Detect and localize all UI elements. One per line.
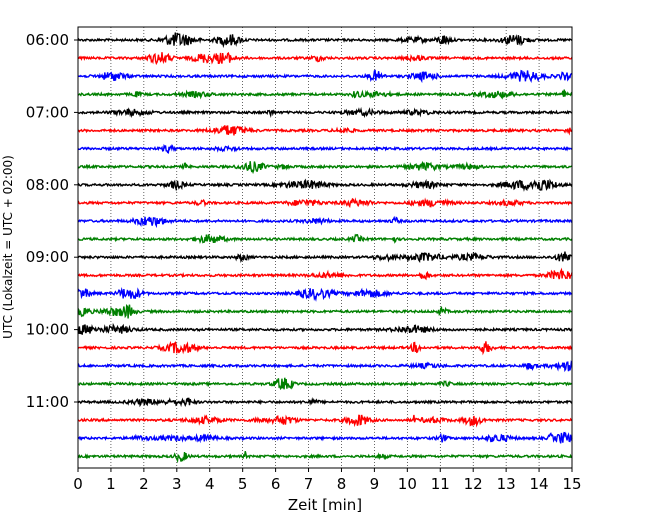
x-tick-label: 7	[304, 475, 314, 493]
x-tick-label: 4	[205, 475, 215, 493]
seismogram-trace	[77, 431, 573, 444]
x-tick-label: 10	[398, 475, 417, 493]
seismogram-trace	[77, 233, 573, 244]
seismogram-trace	[77, 160, 573, 175]
seismogram-trace	[77, 143, 573, 154]
seismogram-trace	[77, 69, 573, 84]
y-tick-label: 08:00	[26, 176, 69, 194]
y-axis-label: UTC (Lokalzeit = UTC + 02:00)	[1, 155, 15, 339]
seismogram-trace	[77, 360, 573, 373]
seismogram-trace	[77, 414, 573, 428]
x-tick-label: 11	[431, 475, 450, 493]
seismogram-trace	[77, 322, 573, 336]
x-tick-label: 2	[139, 475, 149, 493]
x-tick-label: 12	[464, 475, 483, 493]
x-tick-label: 6	[271, 475, 281, 493]
x-tick-label: 0	[73, 475, 83, 493]
y-tick-label: 07:00	[26, 103, 69, 121]
y-tick-label: 06:00	[26, 31, 69, 49]
seismogram-trace	[77, 125, 573, 136]
y-tick-label: 09:00	[26, 248, 69, 266]
seismogram-trace	[77, 251, 573, 264]
seismogram-trace	[77, 451, 573, 464]
x-axis-label: Zeit [min]	[288, 496, 362, 514]
seismogram-trace	[77, 303, 573, 319]
seismogram-trace	[77, 215, 573, 229]
seismogram-trace	[77, 89, 573, 100]
x-tick-label: 15	[562, 475, 581, 493]
traces	[77, 32, 573, 464]
x-tick-label: 3	[172, 475, 182, 493]
seismogram-trace	[77, 340, 573, 356]
seismogram-trace	[77, 106, 573, 119]
x-tick-label: 13	[497, 475, 516, 493]
plot-area	[78, 27, 572, 468]
seismogram-trace	[77, 286, 573, 302]
x-tick-label: 9	[370, 475, 380, 493]
y-axis: 06:00 07:00 08:00 09:00 10:00 11:00	[26, 31, 78, 411]
seismogram-trace	[77, 197, 573, 209]
seismogram-trace	[77, 32, 573, 49]
x-tick-label: 5	[238, 475, 248, 493]
y-tick-label: 11:00	[26, 393, 69, 411]
x-tick-label: 14	[530, 475, 549, 493]
plot-frame	[77, 26, 573, 469]
x-tick-label: 8	[337, 475, 347, 493]
x-tick-label: 1	[106, 475, 116, 493]
seismogram-trace	[77, 397, 573, 408]
seismogram-trace	[77, 267, 573, 281]
seismogram-trace	[77, 51, 573, 66]
x-axis: 0 1 2 3 4 5 6 7 8 9 10 11 12 13 14 15	[73, 468, 582, 493]
y-tick-label: 10:00	[26, 321, 69, 339]
seismogram-trace	[77, 178, 573, 192]
seismogram-trace	[77, 377, 573, 391]
